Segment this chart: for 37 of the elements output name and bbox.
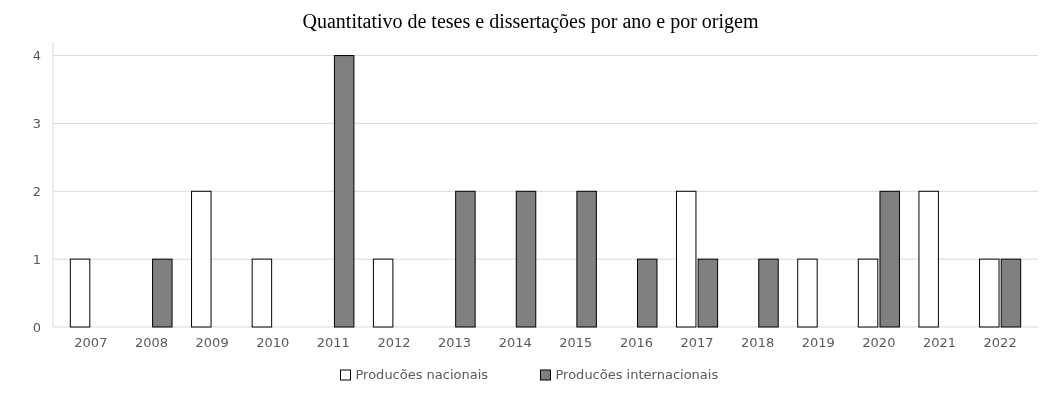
x-tick-label: 2020 [862, 335, 896, 350]
y-tick-label: 0 [32, 319, 41, 335]
bar [372, 258, 394, 328]
x-tick-label: 2017 [680, 335, 714, 350]
x-tick-label: 2011 [316, 335, 350, 350]
legend-label: Producões internacionais [555, 367, 719, 382]
x-tick-label: 2013 [438, 335, 472, 350]
bar [918, 190, 939, 328]
y-tick-label: 2 [32, 183, 41, 199]
y-tick-label: 4 [32, 48, 41, 64]
x-tick-label: 2018 [741, 335, 775, 350]
x-tick-label: 2009 [195, 335, 229, 350]
x-tick-label: 2008 [134, 335, 169, 350]
bar [515, 190, 537, 328]
bar [333, 55, 355, 328]
bar [797, 258, 818, 328]
bar [758, 258, 779, 328]
x-tick-label: 2021 [922, 335, 957, 350]
bar [637, 258, 658, 328]
x-tick-label: 2022 [983, 335, 1017, 350]
bar [576, 190, 597, 328]
x-tick-label: 2014 [498, 335, 532, 350]
chart-title: Quantitativo de teses e dissertações por ano e por origem [302, 10, 759, 33]
x-tick-label: 2007 [74, 335, 108, 350]
legend-label: Producões nacionais [355, 367, 489, 382]
x-tick-label: 2012 [377, 335, 411, 350]
bar [152, 258, 173, 328]
x-tick-label: 2015 [559, 335, 593, 350]
bar [191, 190, 212, 328]
y-tick-label: 1 [32, 251, 41, 267]
x-tick-label: 2016 [619, 335, 653, 350]
bar [69, 258, 91, 328]
bar [251, 258, 273, 328]
x-tick-label: 2010 [256, 335, 290, 350]
bar [455, 190, 476, 328]
y-tick-label: 3 [32, 115, 41, 131]
x-tick-label: 2019 [801, 335, 835, 350]
